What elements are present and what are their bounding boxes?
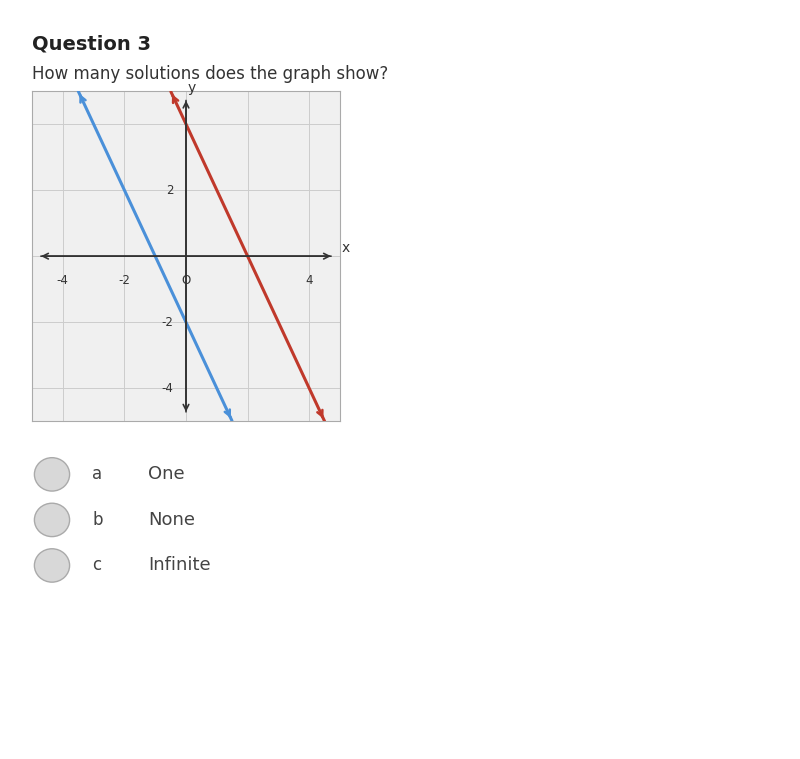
Text: -4: -4 <box>162 382 174 395</box>
Text: x: x <box>342 241 350 255</box>
Text: b: b <box>92 511 102 529</box>
Text: 4: 4 <box>306 274 313 288</box>
Text: None: None <box>148 511 195 529</box>
Text: Infinite: Infinite <box>148 556 210 575</box>
Text: y: y <box>187 80 196 95</box>
Text: How many solutions does the graph show?: How many solutions does the graph show? <box>32 65 388 83</box>
Text: c: c <box>92 556 101 575</box>
Text: 2: 2 <box>166 184 174 197</box>
Text: Question 3: Question 3 <box>32 34 151 53</box>
Text: -2: -2 <box>118 274 130 288</box>
Text: -4: -4 <box>57 274 69 288</box>
Text: One: One <box>148 465 185 483</box>
Text: a: a <box>92 465 102 483</box>
Text: -2: -2 <box>162 316 174 329</box>
Text: O: O <box>182 274 190 288</box>
